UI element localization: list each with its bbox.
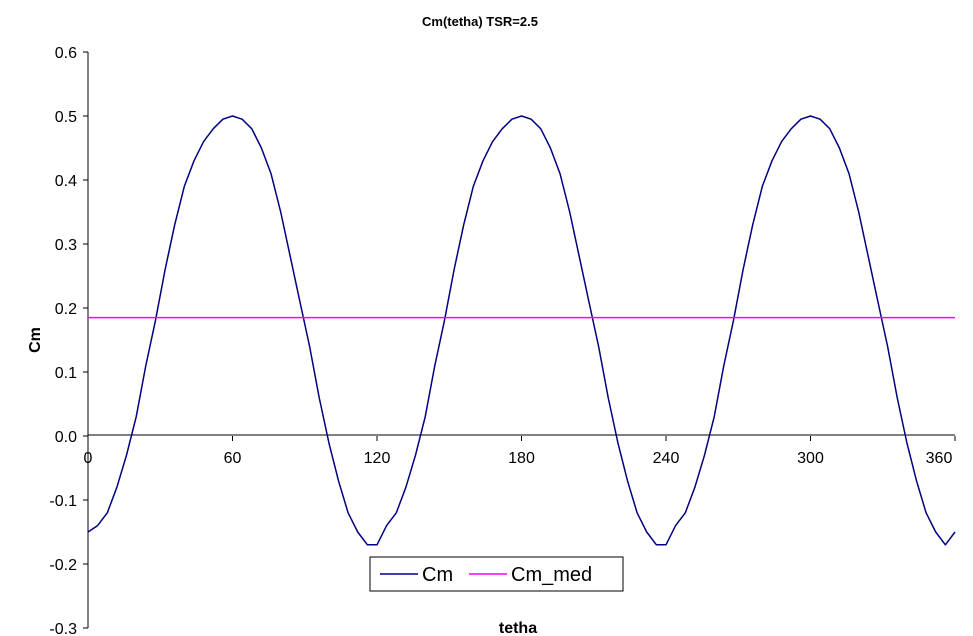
x-ticks: 0 60 120 180 240 300 360: [84, 436, 956, 467]
y-tick-label: 0.2: [55, 301, 77, 318]
y-tick-label: 0.0: [55, 429, 77, 446]
y-tick-label: 0.3: [55, 237, 77, 254]
legend-label-cm-med: Cm_med: [511, 564, 592, 586]
y-tick-label: 0.4: [55, 173, 77, 190]
plot-area: 0.6 0.5 0.4 0.3 0.2 0.1 0.0 -0.1 -0.2 -0.3 0 60 120…: [49, 45, 956, 636]
legend-label-cm: Cm: [422, 564, 453, 586]
y-tick-label: -0.1: [49, 493, 77, 510]
y-tick-label: -0.2: [49, 557, 77, 574]
y-tick-label: 0.6: [55, 45, 77, 62]
y-tick-label: 0.1: [55, 365, 77, 382]
series-group: [87, 115, 956, 546]
x-tick-label: 120: [364, 450, 391, 467]
x-tick-label: 360: [926, 450, 953, 467]
x-tick-label: 180: [508, 450, 535, 467]
legend: Cm Cm_med: [369, 556, 624, 592]
y-ticks: 0.6 0.5 0.4 0.3 0.2 0.1 0.0 -0.1 -0.2 -0.3: [49, 45, 88, 636]
y-axis-title: Cm: [27, 327, 44, 353]
x-tick-label: 240: [653, 450, 680, 467]
x-tick-label: 60: [224, 450, 242, 467]
x-tick-label: 0: [84, 450, 93, 467]
x-tick-label: 300: [797, 450, 824, 467]
y-tick-label: -0.3: [49, 621, 77, 636]
series-line-cm: [87, 115, 956, 546]
x-axis-title: tetha: [499, 620, 537, 636]
y-tick-label: 0.5: [55, 109, 77, 126]
chart-title: Cm(tetha) TSR=2.5: [422, 14, 538, 29]
